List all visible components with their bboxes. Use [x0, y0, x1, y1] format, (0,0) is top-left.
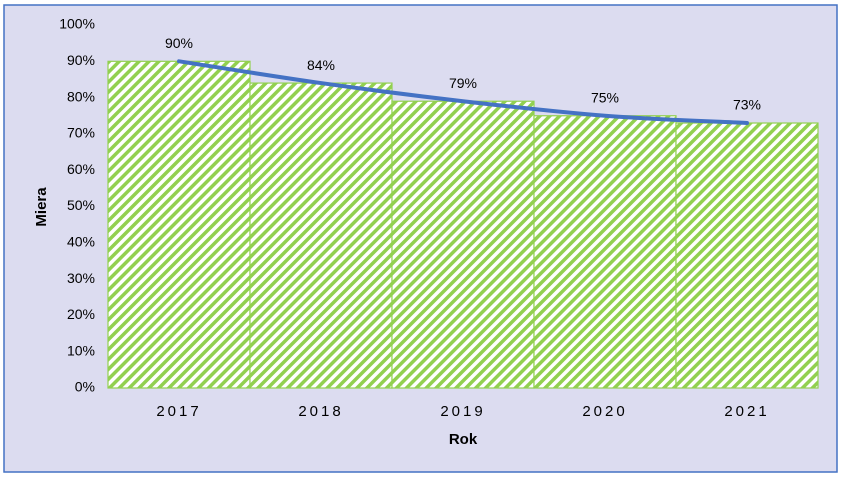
y-tick-label: 10% — [67, 342, 95, 358]
y-tick-label: 20% — [67, 306, 95, 322]
value-label: 84% — [307, 57, 335, 73]
y-tick-label: 80% — [67, 88, 95, 104]
value-label: 73% — [733, 97, 761, 113]
bar — [675, 122, 819, 389]
y-tick-label: 60% — [67, 161, 95, 177]
bar — [107, 60, 251, 389]
x-axis-title: Rok — [449, 431, 478, 448]
bar — [533, 115, 677, 389]
y-tick-label: 50% — [67, 197, 95, 213]
y-tick-label: 100% — [59, 16, 95, 32]
value-label: 90% — [165, 35, 193, 51]
bar — [249, 82, 393, 389]
y-tick-label: 90% — [67, 52, 95, 68]
value-label: 79% — [449, 75, 477, 91]
x-tick-label: 2018 — [298, 403, 343, 420]
y-tick-label: 40% — [67, 234, 95, 250]
x-tick-label: 2021 — [724, 403, 769, 420]
value-label: 75% — [591, 89, 619, 105]
bar — [391, 100, 535, 389]
trend-line — [177, 59, 749, 126]
x-tick-label: 2020 — [582, 403, 627, 420]
y-tick-label: 30% — [67, 270, 95, 286]
y-axis-title: Miera — [33, 187, 50, 227]
x-tick-label: 2017 — [156, 403, 201, 420]
x-tick-label: 2019 — [440, 403, 485, 420]
y-tick-label: 0% — [75, 379, 95, 395]
y-tick-label: 70% — [67, 125, 95, 141]
